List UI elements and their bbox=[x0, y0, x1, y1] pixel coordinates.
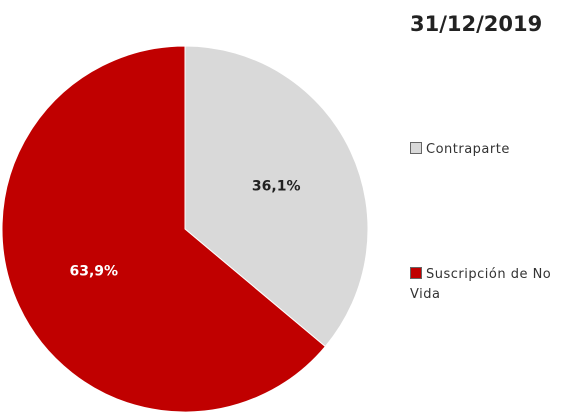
legend-item: Suscripción de No Vida bbox=[410, 265, 570, 305]
legend-swatch bbox=[410, 267, 422, 279]
pie-slice bbox=[184, 45, 369, 348]
chart-title: 31/12/2019 bbox=[410, 12, 543, 36]
legend-label: Suscripción de No Vida bbox=[410, 267, 552, 302]
legend-label: Contraparte bbox=[426, 142, 510, 157]
data-label: 36,1% bbox=[252, 178, 301, 194]
data-label: 63,9% bbox=[70, 264, 119, 280]
pie-slice bbox=[1, 45, 326, 412]
legend-item: Contraparte bbox=[410, 140, 570, 160]
legend-swatch bbox=[410, 142, 422, 154]
